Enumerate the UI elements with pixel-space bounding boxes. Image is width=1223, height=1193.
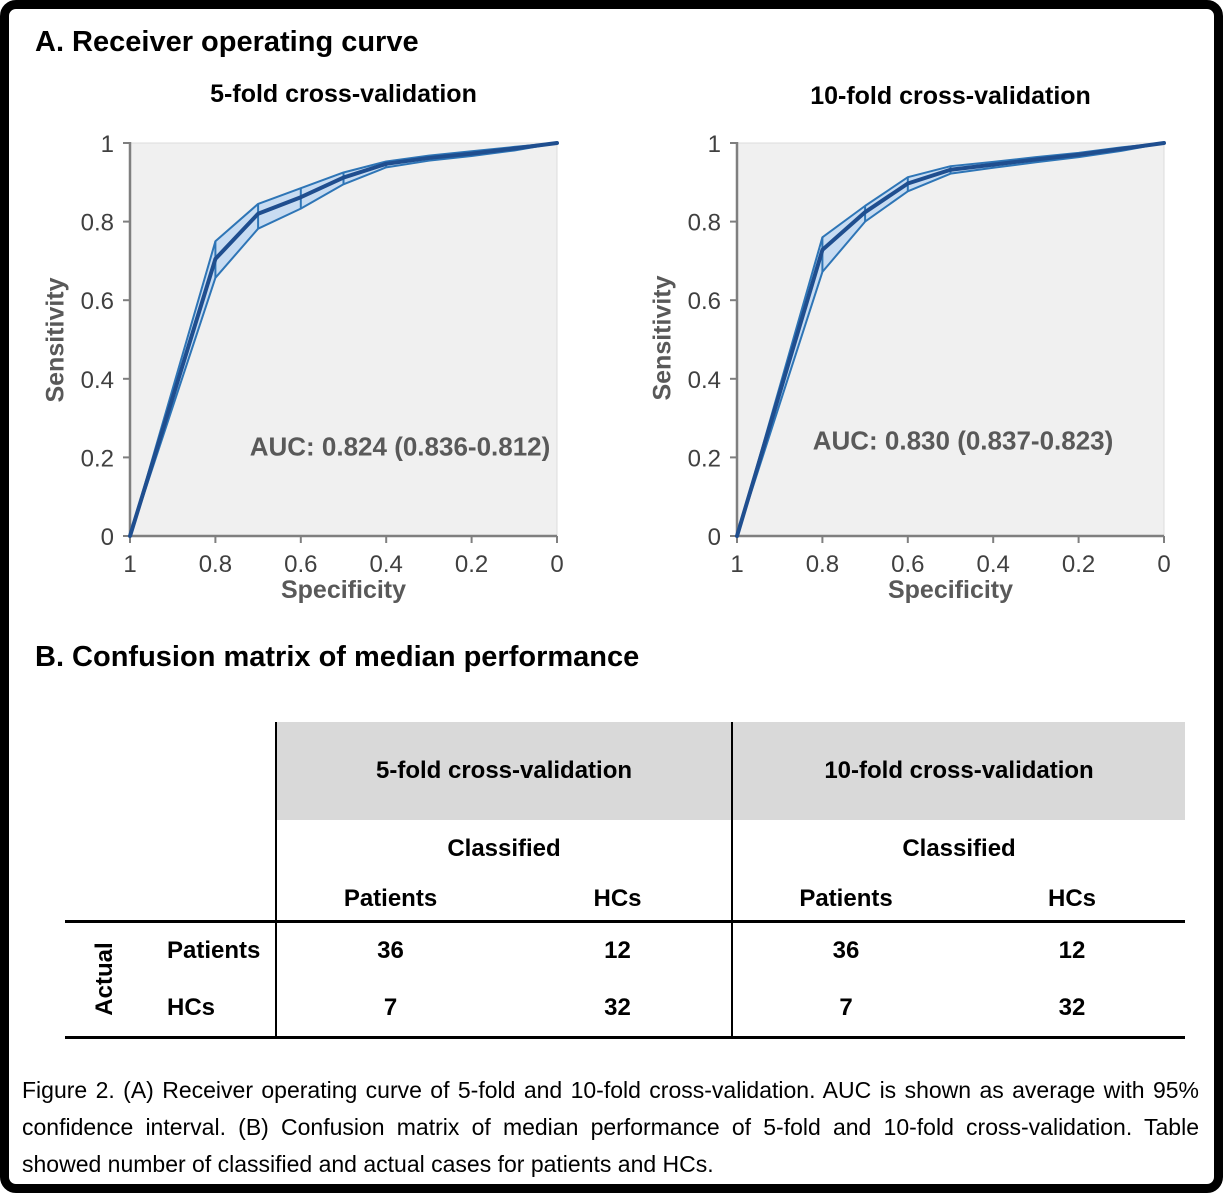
col-header-hcs-5fold: HCs [504, 878, 733, 923]
auc-annotation-10fold: AUC: 0.830 (0.837-0.823) [812, 425, 1114, 456]
mean-roc-line [735, 141, 1166, 538]
cell-10fold-patients-patients: 36 [731, 921, 960, 980]
actual-axis-label: Actual [65, 921, 145, 1039]
roc-chart-10fold: 1 0.8 0.6 0.4 0.2 0 0 0.2 0.4 0.6 0.8 1 [688, 131, 1171, 578]
y-tick-label: 0 [708, 524, 721, 551]
plot-area [736, 142, 1165, 537]
y-tick-label: 0.8 [688, 210, 721, 237]
confusion-matrix-table: 5-fold cross-validation 10-fold cross-va… [65, 722, 1186, 1039]
auc-annotation-5fold: AUC: 0.824 (0.836-0.812) [249, 431, 551, 462]
x-tick-label: 0.4 [370, 551, 403, 578]
col-header-hcs-10fold: HCs [959, 878, 1186, 923]
figure-caption: Figure 2. (A) Receiver operating curve o… [22, 1077, 1199, 1177]
panel-a-heading: A. Receiver operating curve [35, 26, 419, 58]
y-tick-label: 1 [708, 131, 721, 158]
y-tick-label: 0.6 [688, 288, 721, 315]
x-tick-label: 0.6 [891, 551, 924, 578]
x-tick-label: 0.4 [977, 551, 1010, 578]
x-tick-label: 0 [1157, 551, 1170, 578]
cell-10fold-patients-hcs: 12 [1058, 937, 1086, 965]
y-tick-label: 0.2 [688, 445, 721, 472]
roc-chart-5fold: 1 0.8 0.6 0.4 0.2 0 0 0.2 0.4 0.6 0.8 1 [81, 131, 564, 578]
y-tick-label: 0.4 [81, 367, 114, 394]
mean-roc-line [128, 141, 559, 538]
chart-title-10fold: 10-fold cross-validation [810, 82, 1091, 110]
col-header-patients-5fold: Patients [275, 878, 504, 923]
row-label-hcs: HCs [145, 980, 276, 1039]
x-tick-label: 0.8 [806, 551, 839, 578]
classified-header-5fold: Classified [274, 820, 733, 878]
table-corner-blank [65, 722, 276, 820]
classified-header-10fold: Classified [731, 820, 1186, 878]
cell-5fold-patients-patients: 36 [275, 921, 504, 980]
y-tick-label: 0.4 [688, 367, 721, 394]
x-tick-label: 0.2 [455, 551, 488, 578]
actual-axis-label-text: Actual [91, 942, 118, 1016]
x-tick-label: 0.8 [199, 551, 232, 578]
row-label-patients: Patients [167, 937, 261, 965]
x-tick-label: 1 [123, 551, 136, 578]
y-tick-label: 0 [101, 524, 114, 551]
y-tick-label: 1 [101, 131, 114, 158]
table-blank-cell [65, 820, 276, 878]
group-header-10fold: 10-fold cross-validation [731, 722, 1186, 820]
x-axis-label-5fold: Specificity [280, 576, 407, 604]
cell-5fold-hcs-patients: 7 [275, 980, 504, 1039]
x-tick-label: 0 [550, 551, 563, 578]
y-axis-label-5fold: Sensitivity [41, 277, 70, 403]
x-tick-label: 1 [730, 551, 743, 578]
cell-10fold-hcs-patients: 7 [731, 980, 960, 1039]
cell-10fold-hcs-hcs: 32 [959, 980, 1186, 1039]
y-axis-label-10fold: Sensitivity [648, 275, 677, 401]
plot-area [129, 142, 558, 537]
y-tick-label: 0.6 [81, 288, 114, 315]
x-tick-label: 0.6 [284, 551, 317, 578]
chart-title-5fold: 5-fold cross-validation [210, 80, 477, 108]
x-axis-label-10fold: Specificity [887, 576, 1014, 604]
x-tick-label: 0.2 [1062, 551, 1095, 578]
panel-b-heading: B. Confusion matrix of median performanc… [35, 641, 640, 673]
col-header-patients-10fold: Patients [731, 878, 960, 923]
table-blank-cell [65, 878, 276, 923]
cell-5fold-hcs-hcs: 32 [504, 980, 733, 1039]
y-tick-label: 0.2 [81, 445, 114, 472]
y-tick-label: 0.8 [81, 210, 114, 237]
group-header-5fold: 5-fold cross-validation [274, 722, 733, 820]
cell-5fold-patients-hcs: 12 [604, 937, 631, 965]
